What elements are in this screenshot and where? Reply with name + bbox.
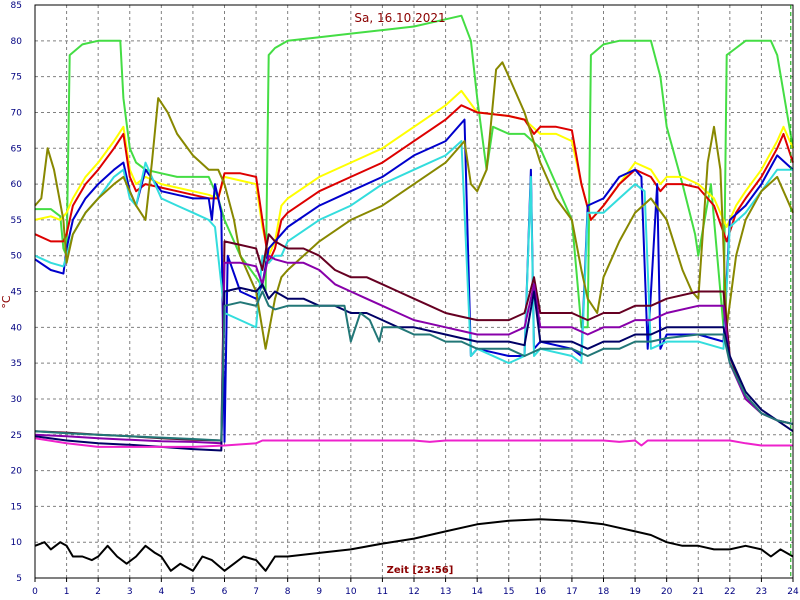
x-tick-label-7: 7: [253, 587, 259, 597]
y-tick-label-35: 35: [11, 359, 22, 369]
y-tick-label-25: 25: [11, 431, 22, 441]
y-tick-label-70: 70: [11, 108, 23, 118]
x-tick-label-22: 22: [724, 587, 735, 597]
y-tick-label-45: 45: [11, 288, 22, 298]
y-tick-label-80: 80: [11, 37, 23, 47]
y-tick-label-5: 5: [16, 574, 22, 584]
x-tick-label-8: 8: [285, 587, 291, 597]
x-tick-label-3: 3: [127, 587, 133, 597]
y-tick-label-55: 55: [11, 216, 22, 226]
x-tick-label-12: 12: [408, 587, 419, 597]
y-tick-label-40: 40: [11, 323, 23, 333]
y-tick-label-20: 20: [11, 467, 23, 477]
x-tick-label-11: 11: [377, 587, 388, 597]
series-line-5: [34, 140, 793, 365]
x-tick-label-15: 15: [503, 587, 514, 597]
axes: 0 1 2 3 4 5 6 7 8 9 10 11 12 13 14 15 16 17 18 19 20 21 22 23 24…: [11, 1, 799, 597]
series-layer: [34, 14, 794, 572]
series-line-12: [34, 518, 794, 572]
x-tick-label-5: 5: [190, 587, 196, 597]
x-tick-label-20: 20: [661, 587, 673, 597]
x-tick-label-1: 1: [64, 587, 70, 597]
series-line-11: [34, 437, 793, 448]
x-tick-label-4: 4: [158, 587, 164, 597]
series-line-10: [34, 290, 794, 442]
x-tick-label-13: 13: [440, 587, 451, 597]
x-tick-label-2: 2: [95, 587, 101, 597]
x-axis-label: Zeit [23:56]: [387, 565, 454, 576]
x-tick-label-14: 14: [471, 587, 483, 597]
y-axis-label: °C: [0, 295, 13, 309]
x-tick-label-6: 6: [222, 587, 228, 597]
chart-title: Sa, 16.10.2021: [354, 11, 445, 25]
y-tick-label-65: 65: [11, 144, 22, 154]
y-tick-label-50: 50: [11, 252, 23, 262]
y-tick-label-60: 60: [11, 180, 23, 190]
series-line-9: [34, 283, 794, 452]
y-tick-label-85: 85: [11, 1, 22, 11]
x-tick-label-21: 21: [693, 587, 704, 597]
x-tick-label-10: 10: [345, 587, 357, 597]
x-tick-label-16: 16: [535, 587, 547, 597]
series-line-7: [34, 233, 794, 442]
series-line-8: [34, 254, 794, 445]
y-tick-label-15: 15: [11, 502, 22, 512]
series-line-1: [35, 14, 794, 329]
x-tick-label-9: 9: [316, 587, 322, 597]
y-tick-label-75: 75: [11, 73, 22, 83]
x-tick-label-0: 0: [32, 587, 38, 597]
series-line-3: [34, 104, 794, 264]
y-tick-label-30: 30: [11, 395, 23, 405]
x-tick-label-19: 19: [629, 587, 641, 597]
x-tick-label-18: 18: [598, 587, 610, 597]
y-tick-label-10: 10: [11, 538, 23, 548]
x-tick-label-23: 23: [756, 587, 767, 597]
series-line-2: [34, 89, 794, 257]
x-tick-label-24: 24: [787, 587, 799, 597]
x-tick-label-17: 17: [566, 587, 577, 597]
